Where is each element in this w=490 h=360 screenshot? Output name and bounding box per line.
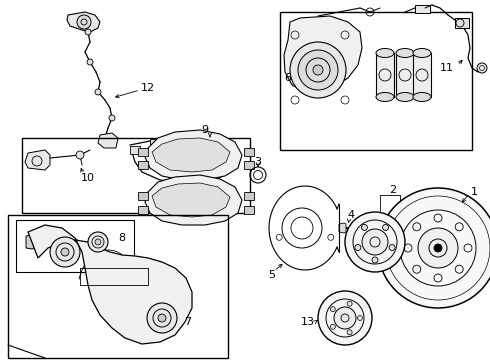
Circle shape bbox=[88, 232, 108, 252]
Circle shape bbox=[76, 151, 84, 159]
Bar bbox=[244, 206, 254, 214]
Ellipse shape bbox=[413, 49, 431, 58]
Polygon shape bbox=[339, 223, 346, 233]
Text: 11: 11 bbox=[440, 63, 454, 73]
Ellipse shape bbox=[413, 93, 431, 102]
Ellipse shape bbox=[396, 49, 414, 58]
Circle shape bbox=[95, 239, 101, 245]
Circle shape bbox=[347, 330, 352, 335]
Text: 10: 10 bbox=[81, 173, 95, 183]
Bar bbox=[413, 53, 431, 97]
Circle shape bbox=[158, 314, 166, 322]
Polygon shape bbox=[145, 175, 242, 225]
Polygon shape bbox=[145, 130, 242, 180]
Bar bbox=[415, 5, 430, 13]
Circle shape bbox=[61, 248, 69, 256]
Bar bbox=[22, 138, 250, 213]
Bar bbox=[244, 192, 254, 200]
Polygon shape bbox=[26, 235, 38, 249]
Circle shape bbox=[298, 50, 338, 90]
Bar bbox=[244, 148, 254, 156]
Polygon shape bbox=[28, 225, 192, 344]
Text: 9: 9 bbox=[201, 125, 209, 135]
Polygon shape bbox=[152, 138, 230, 172]
Bar bbox=[210, 141, 220, 149]
Circle shape bbox=[147, 303, 177, 333]
Text: 3: 3 bbox=[254, 157, 262, 167]
Bar bbox=[220, 151, 230, 159]
Circle shape bbox=[389, 244, 395, 251]
Circle shape bbox=[358, 315, 363, 320]
Circle shape bbox=[434, 244, 442, 252]
Circle shape bbox=[95, 89, 101, 95]
Circle shape bbox=[334, 307, 356, 329]
Polygon shape bbox=[152, 183, 230, 217]
Bar bbox=[280, 12, 472, 150]
Text: 5: 5 bbox=[269, 270, 275, 280]
Text: 6: 6 bbox=[285, 73, 292, 83]
Bar bbox=[150, 139, 160, 147]
Bar bbox=[138, 161, 148, 169]
Circle shape bbox=[313, 65, 323, 75]
Text: 1: 1 bbox=[470, 187, 477, 197]
Bar bbox=[376, 53, 394, 97]
Circle shape bbox=[418, 228, 458, 268]
Circle shape bbox=[87, 59, 93, 65]
Circle shape bbox=[347, 301, 352, 306]
Circle shape bbox=[378, 188, 490, 308]
Circle shape bbox=[330, 307, 335, 312]
Bar bbox=[396, 53, 414, 97]
Bar bbox=[8, 215, 228, 358]
Bar bbox=[244, 161, 254, 169]
Circle shape bbox=[345, 212, 405, 272]
Circle shape bbox=[50, 237, 80, 267]
Circle shape bbox=[362, 224, 368, 230]
Circle shape bbox=[330, 324, 335, 329]
Ellipse shape bbox=[396, 93, 414, 102]
Circle shape bbox=[77, 15, 91, 29]
Text: 13: 13 bbox=[301, 317, 315, 327]
Bar bbox=[455, 18, 469, 28]
Text: 12: 12 bbox=[141, 83, 155, 93]
Circle shape bbox=[362, 229, 388, 255]
Text: 8: 8 bbox=[119, 233, 125, 243]
Bar bbox=[130, 146, 140, 154]
Bar bbox=[138, 148, 148, 156]
Polygon shape bbox=[25, 150, 50, 170]
Text: 2: 2 bbox=[390, 185, 396, 195]
Circle shape bbox=[109, 115, 115, 121]
Circle shape bbox=[383, 224, 389, 230]
Bar bbox=[138, 192, 148, 200]
Bar bbox=[16, 220, 134, 272]
Circle shape bbox=[318, 291, 372, 345]
Ellipse shape bbox=[376, 93, 394, 102]
Polygon shape bbox=[284, 16, 362, 92]
Circle shape bbox=[290, 42, 346, 98]
Text: 7: 7 bbox=[184, 317, 192, 327]
Polygon shape bbox=[67, 12, 100, 32]
Circle shape bbox=[355, 244, 361, 251]
Circle shape bbox=[372, 257, 378, 263]
Polygon shape bbox=[98, 133, 118, 148]
Bar bbox=[138, 206, 148, 214]
Circle shape bbox=[477, 63, 487, 73]
Ellipse shape bbox=[376, 49, 394, 58]
Circle shape bbox=[85, 29, 91, 35]
Text: 4: 4 bbox=[347, 210, 355, 220]
